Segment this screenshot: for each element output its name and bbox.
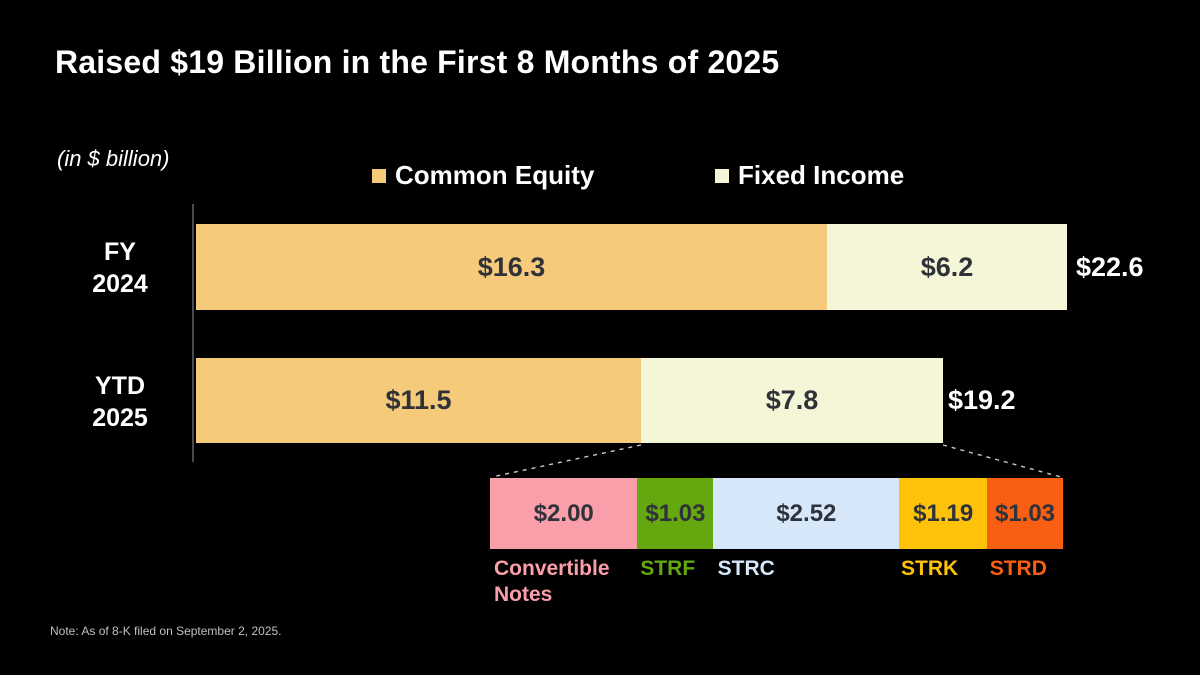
bar-segment-ytd2025-common-equity: $11.5: [196, 358, 641, 443]
connector-line-right: [942, 444, 1062, 478]
breakdown-label-strk: STRK: [901, 557, 959, 580]
breakdown-label-cell: STRK: [897, 556, 986, 607]
y-axis-line: [192, 204, 194, 462]
bar-value-label: $11.5: [385, 385, 452, 415]
breakdown-segment-strd: $1.03: [987, 478, 1063, 549]
bar-ytd-2025: $11.5 $7.8: [196, 358, 943, 443]
total-label-fy-2024: $22.6: [1076, 251, 1144, 282]
breakdown-segment-strc: $2.52: [713, 478, 900, 549]
breakdown-segment-strk: $1.19: [899, 478, 988, 549]
legend-swatch-fixed-income: [715, 168, 729, 183]
page-title: Raised $19 Billion in the First 8 Months…: [55, 44, 780, 80]
row-label-line: 2024: [92, 270, 148, 298]
row-label-line: YTD: [95, 372, 145, 400]
row-label-fy-2024: FY 2024: [58, 236, 182, 300]
breakdown-label-cell: STRF: [636, 556, 713, 607]
legend-item-fixed-income: Fixed Income: [715, 160, 904, 191]
breakdown-label-cell: Convertible Notes: [490, 556, 636, 607]
breakdown-labels-row: Convertible Notes STRF STRC STRK STRD: [490, 556, 1063, 607]
bar-value-label: $16.3: [477, 251, 546, 282]
breakdown-label-convertible-notes: Convertible Notes: [494, 557, 610, 606]
breakdown-value-label: $1.03: [994, 499, 1056, 527]
breakdown-label-cell: STRC: [714, 556, 897, 607]
breakdown-segment-strf: $1.03: [637, 478, 714, 549]
breakdown-value-label: $2.00: [533, 499, 594, 527]
bar-value-label: $6.2: [920, 251, 974, 282]
row-label-ytd-2025: YTD 2025: [58, 370, 182, 434]
bar-segment-ytd2025-fixed-income: $7.8: [641, 358, 943, 443]
unit-label: (in $ billion): [57, 146, 170, 171]
legend-label-fixed-income: Fixed Income: [738, 160, 905, 190]
row-label-line: 2025: [92, 404, 148, 432]
breakdown-label-strc: STRC: [717, 557, 775, 580]
footnote: Note: As of 8-K filed on September 2, 20…: [50, 624, 282, 638]
breakdown-label-cell: STRD: [986, 556, 1063, 607]
breakdown-label-strf: STRF: [640, 557, 696, 580]
row-label-line: FY: [104, 238, 136, 266]
legend-swatch-common-equity: [372, 168, 386, 183]
bar-segment-fy2024-fixed-income: $6.2: [827, 224, 1067, 310]
breakdown-label-strd: STRD: [989, 557, 1047, 580]
total-label-ytd-2025: $19.2: [948, 385, 1016, 415]
breakdown-value-label: $2.52: [776, 499, 837, 527]
legend-item-common-equity: Common Equity: [372, 160, 594, 191]
bar-segment-fy2024-common-equity: $16.3: [196, 224, 827, 310]
breakdown-value-label: $1.03: [645, 499, 706, 527]
connector-line-left: [491, 444, 642, 478]
legend-label-common-equity: Common Equity: [395, 160, 595, 190]
breakdown-value-label: $1.19: [913, 499, 974, 527]
bar-value-label: $7.8: [765, 385, 819, 415]
bar-fy-2024: $16.3 $6.2: [196, 224, 1067, 310]
breakdown-bar: $2.00 $1.03 $2.52 $1.19 $1.03: [490, 478, 1063, 549]
breakdown-segment-convertible-notes: $2.00: [490, 478, 638, 549]
